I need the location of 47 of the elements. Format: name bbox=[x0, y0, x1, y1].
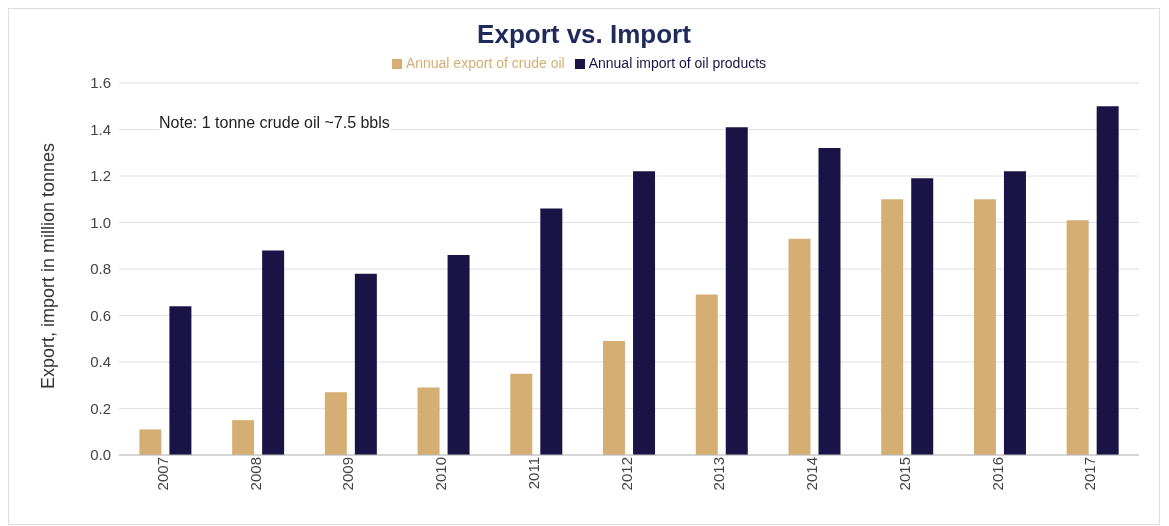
bar bbox=[540, 208, 563, 455]
bar bbox=[139, 429, 162, 455]
x-tick-label: 2008 bbox=[246, 457, 264, 491]
bar bbox=[788, 238, 811, 455]
x-tick-label: 2012 bbox=[617, 457, 635, 491]
x-tick-label: 2011 bbox=[524, 457, 542, 490]
bar bbox=[818, 148, 841, 455]
legend-label: Annual import of oil products bbox=[588, 55, 767, 71]
chart-title: Export vs. Import bbox=[476, 18, 692, 50]
bar bbox=[1066, 220, 1089, 455]
bar bbox=[633, 171, 656, 455]
bar bbox=[973, 199, 996, 455]
x-tick-label: 2007 bbox=[154, 457, 172, 491]
bar bbox=[169, 306, 192, 455]
y-tick-label: 0.0 bbox=[90, 446, 111, 464]
bar bbox=[417, 387, 440, 455]
y-axis-title: Export, import in million tonnes bbox=[38, 142, 59, 389]
y-tick-label: 0.8 bbox=[90, 260, 111, 278]
x-tick-label: 2015 bbox=[895, 457, 913, 491]
bar bbox=[881, 199, 904, 455]
bar bbox=[354, 273, 377, 455]
bar bbox=[262, 250, 285, 455]
bar bbox=[911, 178, 934, 455]
bar bbox=[603, 341, 626, 455]
y-tick-label: 0.4 bbox=[90, 353, 111, 371]
bar bbox=[232, 420, 255, 455]
x-tick-label: 2010 bbox=[432, 457, 450, 491]
bar bbox=[695, 294, 718, 455]
y-tick-label: 1.6 bbox=[90, 74, 111, 92]
bar bbox=[447, 255, 470, 455]
y-tick-label: 1.4 bbox=[90, 120, 111, 138]
y-tick-label: 1.2 bbox=[90, 167, 111, 185]
x-tick-label: 2014 bbox=[803, 457, 821, 491]
bar bbox=[725, 127, 748, 455]
bar bbox=[324, 392, 347, 455]
bar bbox=[510, 373, 533, 455]
annotation: Note: 1 tonne crude oil ~7.5 bbls bbox=[159, 114, 390, 132]
bar bbox=[1003, 171, 1026, 455]
x-tick-label: 2017 bbox=[1081, 457, 1099, 491]
x-tick-label: 2016 bbox=[988, 457, 1006, 491]
x-tick-label: 2009 bbox=[339, 457, 357, 491]
y-tick-label: 1.0 bbox=[90, 213, 111, 231]
y-tick-label: 0.6 bbox=[90, 306, 111, 324]
y-tick-label: 0.2 bbox=[90, 399, 111, 417]
legend-label: Annual export of crude oil bbox=[405, 55, 565, 71]
bar bbox=[1096, 106, 1119, 455]
x-tick-label: 2013 bbox=[710, 457, 728, 491]
